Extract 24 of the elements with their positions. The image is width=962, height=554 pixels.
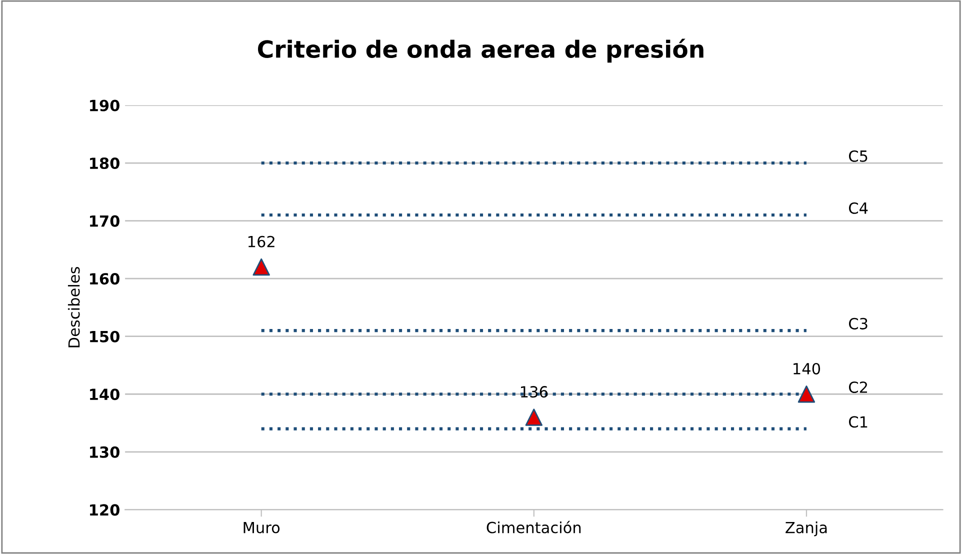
- text: C3: [849, 318, 868, 330]
- y-tick-label: 150: [90, 330, 120, 342]
- text: C5: [849, 150, 868, 162]
- text: C1: [849, 416, 868, 428]
- data-label: 140: [794, 362, 820, 375]
- x-tick-label: Zanja: [786, 521, 827, 536]
- y-tick-label: 180: [90, 158, 120, 170]
- x-tick-label: Muro: [244, 522, 280, 534]
- point: [525, 408, 543, 426]
- y-tick-label: 160: [90, 273, 120, 285]
- y-tick-label: 170: [90, 215, 120, 227]
- data-label: 162: [248, 236, 274, 248]
- chart-title: Criterio de onda aerea de presión: [258, 38, 704, 63]
- point: [798, 386, 816, 403]
- text: C4: [849, 202, 868, 214]
- y-tick-label: 190: [90, 100, 120, 112]
- y-tick-label: 130: [90, 446, 120, 458]
- text: C2: [849, 381, 867, 394]
- y-tick-label: 120: [90, 504, 120, 516]
- data-label: 136: [521, 386, 548, 398]
- point: [252, 258, 270, 276]
- y-tick-label: 140: [90, 388, 120, 400]
- x-tick-label: Cimentación: [486, 520, 581, 534]
- y-axis-title: Descibeles: [68, 266, 80, 348]
